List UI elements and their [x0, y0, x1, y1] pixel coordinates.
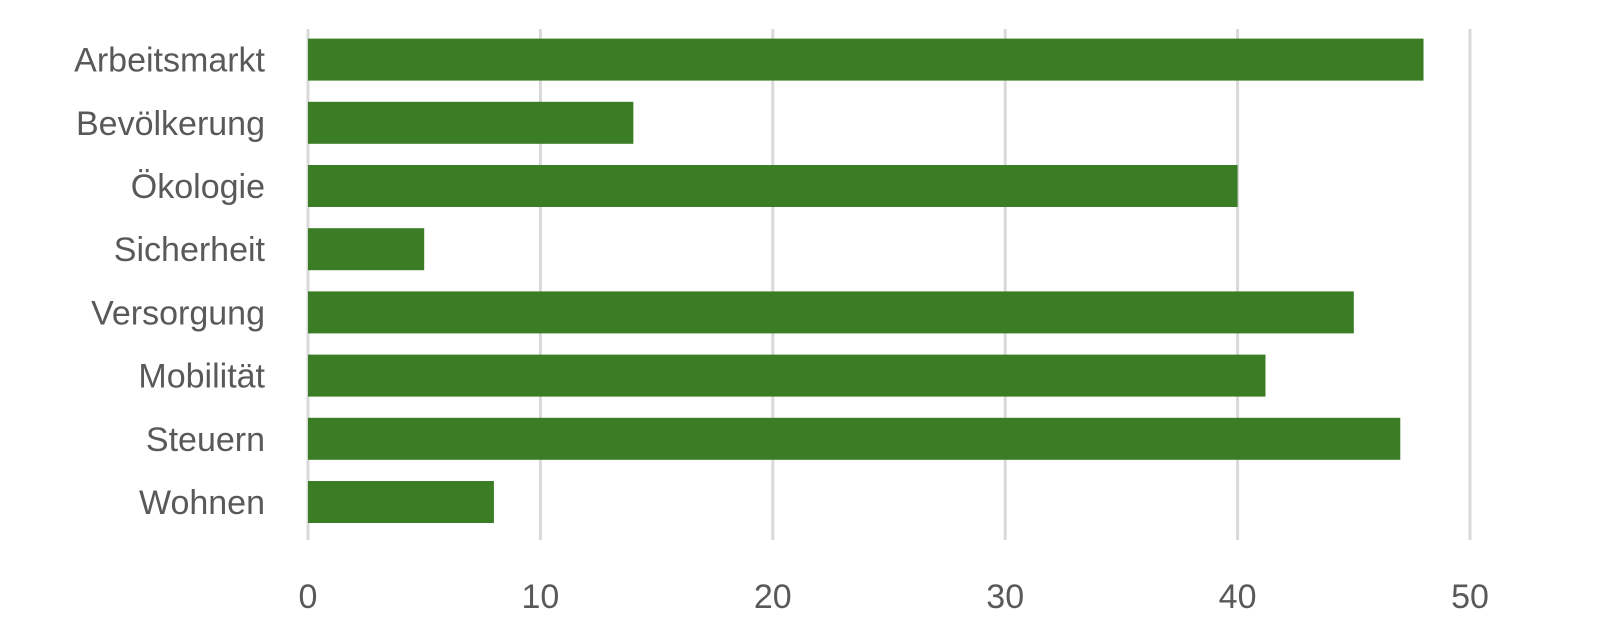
category-label-7: Wohnen	[139, 484, 265, 522]
category-labels: Arbeitsmarkt Bevölkerung Ökologie Sicherhei…	[74, 42, 265, 522]
bar-0	[308, 38, 1424, 81]
bar-2	[308, 165, 1238, 207]
x-tick-label-50: 50	[1451, 578, 1489, 616]
category-label-6: Steuern	[146, 421, 265, 459]
x-axis-tick-labels: 0 10 20 30 40 50	[299, 578, 1489, 616]
x-tick-label-30: 30	[986, 578, 1024, 616]
category-label-3: Sicherheit	[114, 231, 266, 269]
bar-4	[308, 291, 1354, 334]
bar-3	[308, 228, 425, 271]
x-tick-label-20: 20	[754, 578, 792, 616]
x-tick-label-40: 40	[1219, 578, 1257, 616]
x-tick-label-0: 0	[299, 578, 318, 616]
category-label-0: Arbeitsmarkt	[74, 42, 265, 80]
bar-1	[308, 101, 634, 144]
x-tick-label-10: 10	[521, 578, 559, 616]
bar-5	[308, 354, 1266, 397]
bar-6	[308, 417, 1401, 460]
category-label-4: Versorgung	[91, 294, 265, 332]
category-label-5: Mobilität	[138, 358, 265, 396]
bar-7	[308, 481, 494, 523]
bar-layer	[308, 38, 1424, 523]
category-label-2: Ökologie	[131, 168, 265, 206]
category-label-1: Bevölkerung	[76, 105, 265, 143]
